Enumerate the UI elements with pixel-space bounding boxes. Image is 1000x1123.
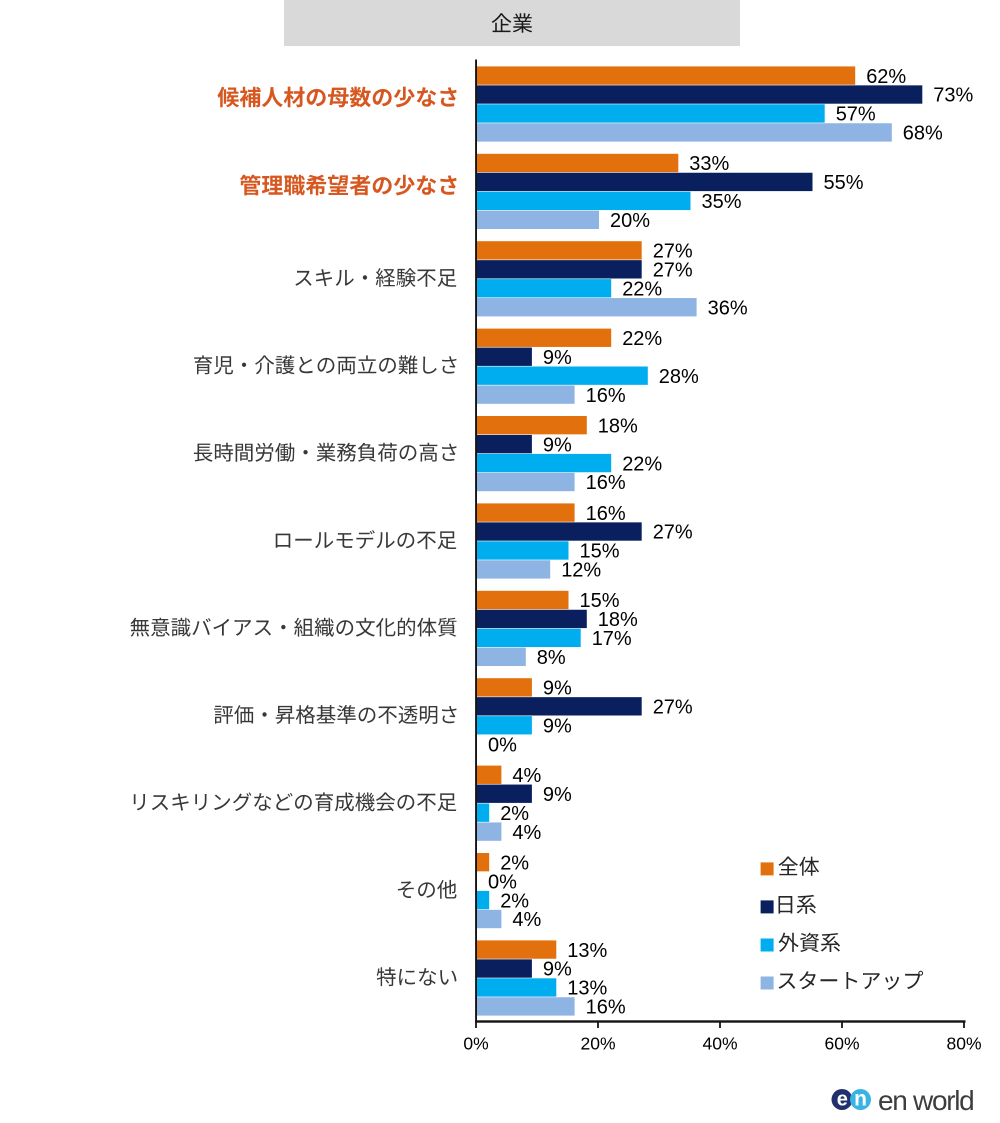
svg-text:4%: 4% [512, 909, 541, 931]
svg-text:16%: 16% [586, 997, 626, 1019]
svg-text:17%: 17% [592, 628, 632, 650]
svg-text:0%: 0% [463, 1033, 488, 1053]
svg-text:0%: 0% [488, 734, 517, 756]
svg-text:0%: 0% [488, 871, 517, 893]
svg-text:en world: en world [878, 1085, 973, 1116]
svg-text:9%: 9% [543, 434, 572, 456]
svg-text:27%: 27% [653, 522, 693, 544]
svg-text:20%: 20% [610, 210, 650, 232]
svg-text:40%: 40% [702, 1033, 737, 1053]
svg-text:9%: 9% [543, 959, 572, 981]
svg-text:22%: 22% [622, 279, 662, 301]
svg-text:27%: 27% [653, 260, 693, 282]
svg-text:28%: 28% [659, 366, 699, 388]
svg-text:13%: 13% [567, 978, 607, 1000]
svg-text:2%: 2% [500, 890, 529, 912]
svg-text:9%: 9% [543, 716, 572, 738]
svg-text:18%: 18% [598, 415, 638, 437]
svg-text:27%: 27% [653, 241, 693, 263]
svg-text:16%: 16% [586, 503, 626, 525]
svg-text:9%: 9% [543, 347, 572, 369]
svg-text:16%: 16% [586, 472, 626, 494]
svg-text:15%: 15% [580, 590, 620, 612]
svg-text:18%: 18% [598, 609, 638, 631]
svg-text:22%: 22% [622, 328, 662, 350]
svg-text:4%: 4% [512, 822, 541, 844]
svg-text:8%: 8% [537, 647, 566, 669]
svg-text:4%: 4% [512, 765, 541, 787]
svg-text:35%: 35% [702, 191, 742, 213]
svg-text:73%: 73% [933, 85, 973, 107]
svg-text:20%: 20% [580, 1033, 615, 1053]
svg-text:62%: 62% [866, 66, 906, 88]
svg-text:22%: 22% [622, 453, 662, 475]
svg-text:16%: 16% [586, 385, 626, 407]
svg-text:55%: 55% [824, 172, 864, 194]
svg-text:n: n [854, 1087, 867, 1110]
svg-text:57%: 57% [836, 104, 876, 126]
svg-text:9%: 9% [543, 784, 572, 806]
svg-text:27%: 27% [653, 697, 693, 719]
svg-text:e: e [837, 1088, 848, 1110]
svg-text:15%: 15% [580, 541, 620, 563]
svg-text:2%: 2% [500, 852, 529, 874]
svg-text:80%: 80% [946, 1033, 981, 1053]
svg-text:68%: 68% [903, 123, 943, 145]
svg-text:33%: 33% [689, 153, 729, 175]
svg-text:60%: 60% [824, 1033, 859, 1053]
svg-text:13%: 13% [567, 940, 607, 962]
svg-text:12%: 12% [561, 560, 601, 582]
svg-text:9%: 9% [543, 678, 572, 700]
svg-text:36%: 36% [708, 297, 748, 319]
svg-text:2%: 2% [500, 803, 529, 825]
